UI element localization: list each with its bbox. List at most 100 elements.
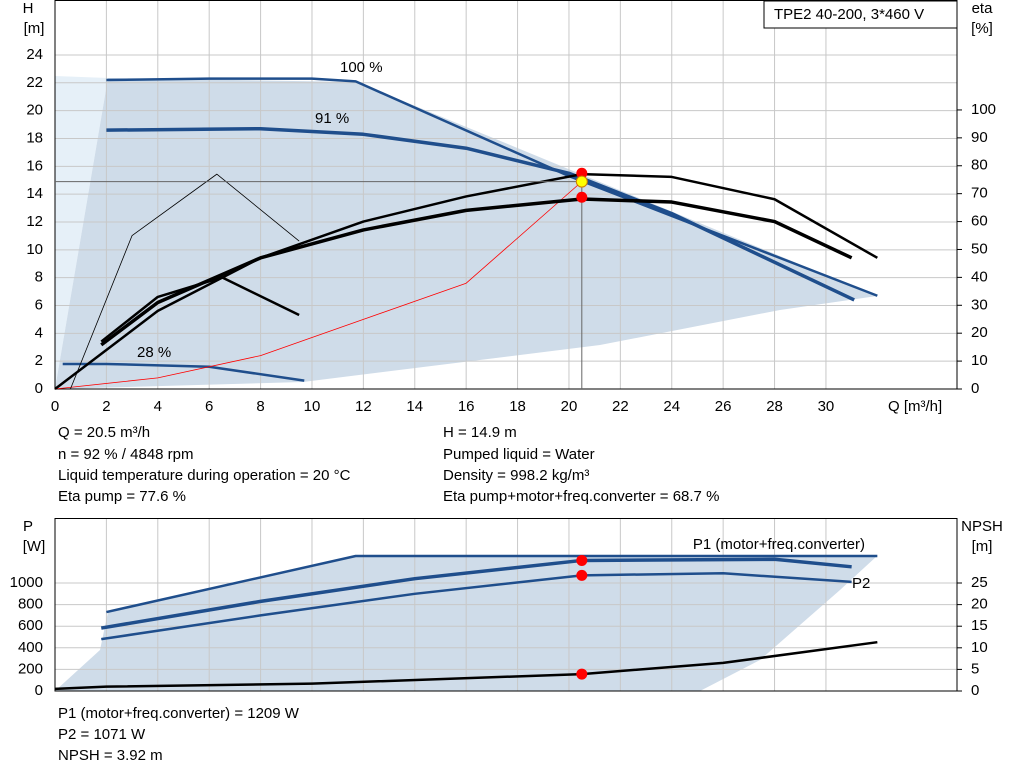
curve-label: 100 % bbox=[340, 59, 383, 76]
x-tick-label: 4 bbox=[154, 398, 162, 415]
y-axis-unit: [m] bbox=[24, 20, 45, 37]
y2-tick-label: 60 bbox=[971, 213, 988, 230]
info-text: Density = 998.2 kg/m³ bbox=[443, 467, 589, 484]
y2-axis-label: NPSH bbox=[961, 518, 1003, 535]
y-tick-label: 10 bbox=[26, 241, 43, 258]
y-tick-label: 2 bbox=[35, 352, 43, 369]
curve bbox=[54, 172, 878, 390]
y-tick-label: 14 bbox=[26, 185, 43, 202]
y2-tick-label: 10 bbox=[971, 639, 988, 656]
curve bbox=[106, 554, 878, 614]
x-tick-label: 26 bbox=[715, 398, 732, 415]
curve bbox=[106, 126, 855, 302]
y-tick-label: 800 bbox=[18, 596, 43, 613]
x-tick-label: 6 bbox=[205, 398, 213, 415]
info-text: Eta pump+motor+freq.converter = 68.7 % bbox=[443, 488, 719, 505]
x-tick-label: 20 bbox=[561, 398, 578, 415]
x-label-bg bbox=[884, 397, 954, 417]
x-tick-label: 30 bbox=[818, 398, 835, 415]
curve bbox=[54, 640, 878, 691]
curve-label: 91 % bbox=[315, 110, 349, 127]
x-tick-label: 18 bbox=[509, 398, 526, 415]
operating-point bbox=[576, 569, 588, 581]
y-tick-label: 18 bbox=[26, 129, 43, 146]
operating-point bbox=[576, 167, 588, 179]
curve bbox=[101, 572, 852, 641]
x-tick-label: 28 bbox=[766, 398, 783, 415]
operating-point bbox=[576, 191, 588, 203]
y-tick-label: 24 bbox=[26, 46, 43, 63]
legend-text: TPE2 40-200, 3*460 V bbox=[774, 6, 924, 23]
y-tick-label: 6 bbox=[35, 296, 43, 313]
info-text: H = 14.9 m bbox=[443, 424, 517, 441]
y2-axis-unit: [%] bbox=[971, 20, 993, 37]
y2-tick-label: 80 bbox=[971, 157, 988, 174]
x-tick-label: 8 bbox=[256, 398, 264, 415]
y-tick-label: 1000 bbox=[10, 574, 43, 591]
curve-label: P1 (motor+freq.converter) bbox=[693, 536, 865, 553]
x-axis-label: Q [m³/h] bbox=[888, 398, 942, 415]
y2-tick-label: 0 bbox=[971, 682, 979, 699]
y2-tick-label: 20 bbox=[971, 324, 988, 341]
y-tick-label: 8 bbox=[35, 269, 43, 286]
x-tick-label: 2 bbox=[102, 398, 110, 415]
y2-tick-label: 15 bbox=[971, 617, 988, 634]
y2-tick-label: 25 bbox=[971, 574, 988, 591]
y-tick-label: 20 bbox=[26, 102, 43, 119]
y-axis-label: P bbox=[23, 518, 33, 535]
x-tick-label: 22 bbox=[612, 398, 629, 415]
y2-tick-label: 40 bbox=[971, 268, 988, 285]
y-tick-label: 400 bbox=[18, 639, 43, 656]
curve bbox=[70, 173, 300, 390]
y2-axis-unit: [m] bbox=[972, 538, 993, 555]
info-text: Eta pump = 77.6 % bbox=[58, 488, 186, 505]
y2-tick-label: 30 bbox=[971, 296, 988, 313]
info-text: P2 = 1071 W bbox=[58, 726, 146, 743]
y-tick-label: 12 bbox=[26, 213, 43, 230]
curve bbox=[100, 276, 300, 343]
x-tick-label: 0 bbox=[51, 398, 59, 415]
info-text: Liquid temperature during operation = 20… bbox=[58, 467, 351, 484]
x-tick-label: 14 bbox=[406, 398, 423, 415]
x-tick-label: 10 bbox=[304, 398, 321, 415]
curve bbox=[62, 362, 305, 382]
y2-tick-label: 0 bbox=[971, 380, 979, 397]
operating-point bbox=[575, 175, 588, 188]
info-text: NPSH = 3.92 m bbox=[58, 747, 163, 764]
legend-box bbox=[763, 0, 958, 29]
operating-point bbox=[576, 554, 588, 566]
y-tick-label: 0 bbox=[35, 682, 43, 699]
y-tick-label: 22 bbox=[26, 74, 43, 91]
y-tick-label: 600 bbox=[18, 617, 43, 634]
y2-tick-label: 5 bbox=[971, 660, 979, 677]
info-text: Pumped liquid = Water bbox=[443, 446, 595, 463]
y2-tick-label: 50 bbox=[971, 240, 988, 257]
x-tick-label: 24 bbox=[663, 398, 680, 415]
curve bbox=[100, 557, 852, 630]
y-tick-label: 4 bbox=[35, 324, 43, 341]
curve bbox=[54, 181, 583, 390]
operating-point bbox=[576, 668, 588, 680]
y-axis-label: H bbox=[23, 0, 34, 17]
plot-frame bbox=[54, 0, 958, 390]
y2-tick-label: 90 bbox=[971, 129, 988, 146]
y2-tick-label: 10 bbox=[971, 352, 988, 369]
curve-label: 28 % bbox=[137, 344, 171, 361]
y-tick-label: 200 bbox=[18, 660, 43, 677]
y-tick-label: 16 bbox=[26, 157, 43, 174]
curve bbox=[106, 77, 878, 297]
info-text: n = 92 % / 4848 rpm bbox=[58, 446, 194, 463]
y2-tick-label: 100 bbox=[971, 101, 996, 118]
curve-label: P2 bbox=[852, 575, 870, 592]
y2-axis-label: eta bbox=[972, 0, 994, 17]
chart-layer: 0 2 4 6 8 10 12 14 16 18 20 22 24 26 28 300246810121416… bbox=[10, 0, 1003, 764]
y2-tick-label: 20 bbox=[971, 596, 988, 613]
x-tick-label: 16 bbox=[458, 398, 475, 415]
y2-tick-label: 70 bbox=[971, 185, 988, 202]
info-text: Q = 20.5 m³/h bbox=[58, 424, 150, 441]
x-tick-label: 12 bbox=[355, 398, 372, 415]
y-axis-unit: [W] bbox=[23, 538, 46, 555]
range-area bbox=[55, 76, 108, 389]
y-tick-label: 0 bbox=[35, 380, 43, 397]
